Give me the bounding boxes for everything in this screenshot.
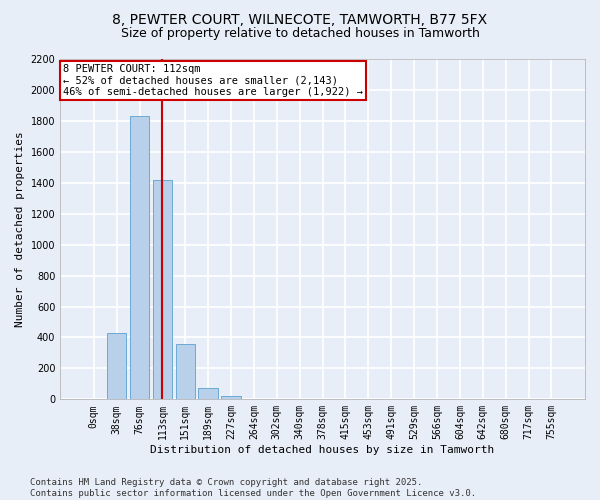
Bar	[152, 180, 172, 400]
Bar	[199, 388, 218, 400]
Text: 8, PEWTER COURT, WILNECOTE, TAMWORTH, B77 5FX: 8, PEWTER COURT, WILNECOTE, TAMWORTH, B7…	[112, 12, 488, 26]
Bar	[130, 116, 149, 400]
X-axis label: Distribution of detached houses by size in Tamworth: Distribution of detached houses by size …	[151, 445, 495, 455]
Bar	[107, 333, 127, 400]
Text: Contains HM Land Registry data © Crown copyright and database right 2025.
Contai: Contains HM Land Registry data © Crown c…	[30, 478, 476, 498]
Bar	[221, 396, 241, 400]
Bar	[176, 344, 195, 400]
Bar	[84, 398, 103, 400]
Text: 8 PEWTER COURT: 112sqm
← 52% of detached houses are smaller (2,143)
46% of semi-: 8 PEWTER COURT: 112sqm ← 52% of detached…	[63, 64, 363, 98]
Y-axis label: Number of detached properties: Number of detached properties	[15, 132, 25, 327]
Text: Size of property relative to detached houses in Tamworth: Size of property relative to detached ho…	[121, 28, 479, 40]
